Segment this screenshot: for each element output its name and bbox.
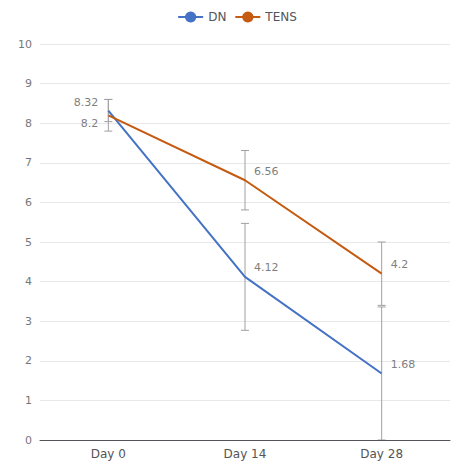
svg-text:1: 1 <box>25 394 32 407</box>
svg-text:3: 3 <box>25 315 32 328</box>
svg-text:7: 7 <box>25 156 32 169</box>
svg-text:TENS: TENS <box>264 10 297 24</box>
svg-text:4: 4 <box>25 275 32 288</box>
svg-text:Day 14: Day 14 <box>224 447 267 461</box>
svg-text:Day 28: Day 28 <box>360 447 403 461</box>
svg-text:4.2: 4.2 <box>391 258 409 271</box>
svg-text:8.32: 8.32 <box>74 96 99 109</box>
svg-text:2: 2 <box>25 354 32 367</box>
svg-text:Day 0: Day 0 <box>91 447 126 461</box>
svg-text:4.12: 4.12 <box>254 261 279 274</box>
svg-text:8.2: 8.2 <box>81 117 99 130</box>
svg-text:9: 9 <box>25 77 32 90</box>
svg-text:8: 8 <box>25 117 32 130</box>
svg-text:DN: DN <box>208 10 226 24</box>
svg-text:10: 10 <box>18 38 32 51</box>
svg-text:6.56: 6.56 <box>254 165 279 178</box>
svg-text:0: 0 <box>25 434 32 447</box>
svg-text:6: 6 <box>25 196 32 209</box>
svg-text:5: 5 <box>25 236 32 249</box>
svg-text:1.68: 1.68 <box>391 358 416 371</box>
